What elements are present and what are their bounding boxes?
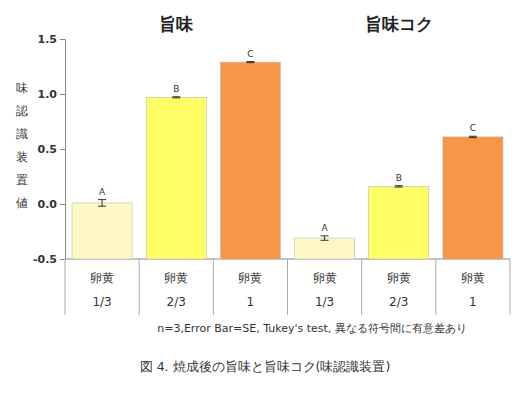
x-tick-label: 卵黄2/3 [387, 271, 411, 309]
bar [72, 203, 132, 259]
bar [220, 62, 280, 259]
y-tick-label: 0.0 [38, 198, 58, 211]
category-separator [65, 259, 66, 315]
x-tick-label: 卵黄1 [461, 271, 485, 309]
y-tick-mark [60, 94, 65, 95]
error-bar [98, 200, 106, 207]
group-title: 旨味 [159, 14, 194, 34]
bar [443, 137, 503, 259]
category-separator [139, 259, 140, 315]
y-tick: 0.5 [38, 143, 66, 156]
error-bar [321, 236, 329, 240]
x-tick-label: 卵黄1 [238, 271, 262, 309]
y-tick-label: -0.5 [33, 253, 57, 266]
error-bar [395, 186, 403, 187]
category-separator [361, 259, 362, 315]
y-axis-line [65, 40, 66, 260]
y-tick-label: 1.5 [38, 33, 58, 46]
bar [295, 238, 355, 259]
y-axis: -0.5 0.0 0.5 1.0 1.5 [33, 33, 66, 266]
error-bar [172, 97, 180, 98]
chart: -0.5 0.0 0.5 1.0 1.5 卵黄1/3 卵黄2/3 卵黄1 卵黄1/3 卵黄2/3 卵… [0, 0, 531, 394]
category-separator [287, 259, 288, 315]
error-bar [246, 62, 254, 63]
x-tick-label: 卵黄1/3 [90, 271, 114, 309]
y-tick: 1.5 [38, 33, 66, 46]
caption: 図 4. 焼成後の旨味と旨味コク(味認識装置) [140, 359, 391, 374]
significance-letter: B [173, 84, 179, 94]
y-tick: 0.0 [38, 198, 66, 211]
y-tick: 1.0 [38, 88, 66, 101]
significance-letter: C [247, 49, 253, 59]
category-separator [435, 259, 436, 315]
y-tick-mark [60, 149, 65, 150]
bar [146, 97, 206, 259]
category-separator [213, 259, 214, 315]
significance-letter: A [99, 187, 106, 197]
category-separator [510, 259, 511, 315]
error-bar [469, 136, 477, 137]
significance-letter: C [470, 123, 476, 133]
plot-area [72, 62, 503, 259]
significance-letter: A [321, 223, 328, 233]
y-axis-title: 味認識装置値 [16, 81, 28, 210]
y-tick-mark [60, 259, 65, 260]
y-tick-label: 1.0 [38, 88, 58, 101]
x-tick-label: 卵黄1/3 [313, 271, 337, 309]
x-tick-label: 卵黄2/3 [164, 271, 188, 309]
y-tick-mark [60, 204, 65, 205]
y-tick-label: 0.5 [38, 143, 58, 156]
y-tick-mark [60, 39, 65, 40]
y-tick: -0.5 [33, 253, 65, 266]
note: n=3,Error Bar=SE, Tukey's test, 異なる符号間に有… [157, 322, 467, 335]
bar [369, 186, 429, 259]
group-title: 旨味コク [365, 14, 433, 34]
significance-letter: B [396, 173, 402, 183]
